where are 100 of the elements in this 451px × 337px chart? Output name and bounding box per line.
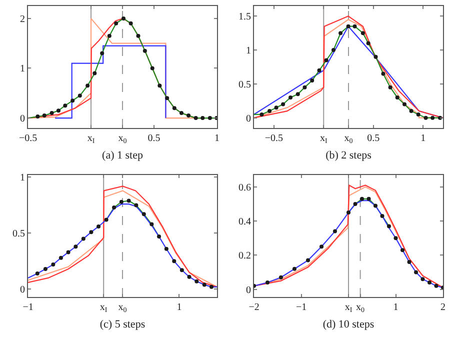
point — [409, 109, 414, 114]
point — [126, 198, 131, 203]
point — [194, 279, 199, 284]
point — [209, 284, 214, 289]
y-tick-label: 1.5 — [238, 12, 251, 23]
point — [66, 250, 70, 254]
point — [92, 71, 97, 76]
y-tick-label: 0 — [20, 114, 25, 125]
x-tick-label: 2 — [440, 302, 446, 313]
point — [56, 108, 60, 113]
point — [58, 256, 63, 260]
x-tick-label: −0.5 — [264, 133, 283, 144]
point — [104, 218, 108, 222]
point — [128, 21, 133, 26]
point — [386, 224, 391, 228]
point — [165, 96, 170, 100]
point — [208, 116, 212, 120]
point — [424, 116, 428, 120]
y-tick-label: 2 — [20, 14, 25, 25]
point — [430, 116, 435, 120]
x-tick-label: x$_{0}$ — [356, 302, 366, 314]
point — [260, 112, 264, 116]
x-tick-label: 1 — [176, 302, 182, 313]
x-tick-label: x$_{0}$ — [118, 133, 128, 146]
point — [96, 224, 101, 228]
y-tick-label: 0.5 — [12, 228, 25, 240]
point — [186, 114, 191, 118]
point — [352, 24, 357, 28]
x-axis-title: (a) 1 step — [102, 149, 144, 162]
point — [360, 31, 365, 36]
point — [281, 102, 286, 106]
point — [202, 282, 206, 287]
y-tick-label: 0.6 — [238, 182, 251, 194]
point — [427, 280, 432, 284]
y-tick-label: 0.4 — [238, 216, 251, 228]
point — [180, 268, 184, 272]
x-tick-label: −1 — [22, 302, 34, 313]
x-tick-label: −1 — [296, 302, 307, 313]
point — [81, 236, 86, 241]
x-tick-label: 1 — [214, 133, 220, 144]
point — [278, 275, 283, 280]
point — [142, 212, 146, 216]
point — [310, 78, 314, 83]
point — [346, 24, 350, 28]
point — [63, 104, 68, 108]
x-tick-label: x$_{I}$ — [100, 302, 108, 314]
x-tick-label: −0.5 — [18, 133, 38, 144]
point — [74, 244, 78, 249]
x-tick-label: 0.5 — [148, 133, 160, 144]
point — [187, 274, 192, 279]
point — [194, 116, 198, 120]
point — [292, 266, 296, 271]
y-tick-label: 1 — [20, 172, 25, 184]
point — [43, 267, 48, 272]
y-tick-label: 0 — [246, 113, 251, 124]
y-tick-label: 1 — [20, 64, 25, 75]
point — [395, 96, 400, 100]
point — [172, 259, 176, 264]
point — [374, 54, 378, 59]
x-axis-title: (c) 5 steps — [100, 318, 146, 330]
x-axis-title: (b) 2 steps — [326, 149, 372, 162]
point — [388, 85, 392, 90]
point — [366, 196, 371, 201]
point — [134, 203, 138, 208]
point — [394, 236, 398, 240]
point — [42, 114, 46, 118]
point — [107, 34, 112, 38]
y-tick-label: 0 — [246, 284, 251, 296]
point — [320, 244, 324, 249]
x-tick-label: x$_{0}$ — [344, 133, 354, 146]
point — [380, 214, 384, 218]
point — [331, 48, 336, 52]
point — [70, 98, 75, 103]
point — [366, 41, 370, 46]
point — [360, 196, 364, 201]
point — [381, 72, 386, 76]
point — [157, 234, 162, 239]
point — [302, 85, 307, 90]
point — [164, 246, 168, 251]
x-tick-label: 1 — [420, 133, 426, 144]
point — [416, 112, 420, 116]
x-tick-label: 0.5 — [367, 133, 380, 144]
point — [122, 16, 126, 20]
y-tick-label: 0 — [20, 284, 25, 296]
point — [346, 210, 350, 215]
point — [324, 58, 328, 62]
point — [36, 114, 40, 119]
point — [420, 277, 425, 282]
y-tick-label: 0.5 — [238, 79, 251, 90]
point — [400, 248, 405, 252]
point — [402, 102, 406, 106]
point — [373, 204, 378, 208]
point — [434, 284, 438, 288]
point — [86, 84, 90, 88]
point — [317, 68, 322, 72]
point — [114, 21, 118, 26]
point — [200, 116, 205, 120]
x-tick-label: x$_{I}$ — [320, 133, 328, 146]
point — [353, 202, 358, 206]
point — [35, 272, 40, 276]
